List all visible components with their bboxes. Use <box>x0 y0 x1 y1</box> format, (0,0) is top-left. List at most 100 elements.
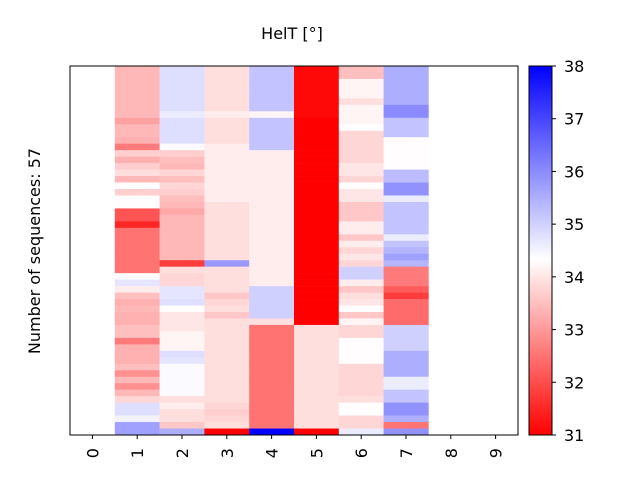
heatmap-cell <box>383 91 429 99</box>
heatmap-cell <box>383 240 429 248</box>
heatmap-cell <box>338 389 384 397</box>
heatmap-cell <box>204 150 250 157</box>
heatmap-cell <box>249 66 295 73</box>
heatmap-cell <box>159 208 205 216</box>
heatmap-cell <box>114 182 160 190</box>
heatmap-cell <box>383 150 429 157</box>
heatmap-cell <box>114 240 160 248</box>
heatmap-cell <box>294 376 340 384</box>
heatmap-cell <box>383 266 429 274</box>
heatmap-cells <box>114 66 429 436</box>
heatmap-cell <box>383 130 429 138</box>
heatmap-cell <box>114 137 160 144</box>
heatmap-cell <box>159 422 205 429</box>
heatmap-cell <box>338 273 384 280</box>
heatmap-cell <box>338 240 384 248</box>
heatmap-cell <box>294 195 340 203</box>
heatmap-cell <box>249 253 295 261</box>
heatmap-cell <box>114 247 160 255</box>
heatmap-cell <box>338 163 384 170</box>
colorbar-ticks: 31 32 33 34 35 36 37 38 <box>552 57 584 445</box>
heatmap-cell <box>159 169 205 177</box>
heatmap-cell <box>294 286 340 293</box>
heatmap-cell <box>249 91 295 99</box>
heatmap-cell <box>204 331 250 339</box>
heatmap-cell <box>294 85 340 93</box>
heatmap-cell <box>383 234 429 242</box>
heatmap-cell <box>249 273 295 280</box>
heatmap-cell <box>159 66 205 73</box>
heatmap-cell <box>204 117 250 125</box>
heatmap-cell <box>249 266 295 274</box>
heatmap-cell <box>249 286 295 293</box>
heatmap-cell <box>114 312 160 319</box>
heatmap-cell <box>338 176 384 183</box>
heatmap-cell <box>159 331 205 339</box>
heatmap-cell <box>338 85 384 93</box>
heatmap-cell <box>383 182 429 190</box>
heatmap-cell <box>159 415 205 423</box>
heatmap-cell <box>338 234 384 242</box>
heatmap-cell <box>294 344 340 352</box>
heatmap-cell <box>338 383 384 390</box>
colorbar-tick-label: 38 <box>564 57 584 76</box>
heatmap-cell <box>114 350 160 358</box>
heatmap-cell <box>249 85 295 93</box>
heatmap-cell <box>159 305 205 313</box>
heatmap-cell <box>249 234 295 242</box>
heatmap-cell <box>338 117 384 125</box>
heatmap-cell <box>114 91 160 99</box>
heatmap-cell <box>338 111 384 119</box>
heatmap-cell <box>249 422 295 429</box>
heatmap-cell <box>204 111 250 119</box>
heatmap-cell <box>249 150 295 157</box>
heatmap-cell <box>383 208 429 216</box>
heatmap-cell <box>294 253 340 261</box>
heatmap-cell <box>114 214 160 222</box>
heatmap-cell <box>338 66 384 73</box>
heatmap-cell <box>249 201 295 209</box>
heatmap-cell <box>294 98 340 106</box>
heatmap-cell <box>159 163 205 170</box>
heatmap-cell <box>204 422 250 429</box>
plot-frame <box>69 65 519 436</box>
heatmap-cell <box>383 383 429 390</box>
heatmap-cell <box>294 415 340 423</box>
heatmap-cell <box>338 363 384 371</box>
x-tick-label: 3 <box>218 448 237 458</box>
heatmap-cell <box>249 78 295 86</box>
heatmap-cell <box>159 78 205 86</box>
heatmap-cell <box>383 331 429 339</box>
heatmap-cell <box>249 370 295 378</box>
heatmap-cell <box>338 370 384 378</box>
heatmap-cell <box>159 402 205 410</box>
heatmap-cell <box>338 318 384 326</box>
heatmap-cell <box>383 279 429 287</box>
heatmap-cell <box>249 137 295 144</box>
heatmap-cell <box>159 253 205 261</box>
heatmap-cell <box>383 312 429 319</box>
heatmap-cell <box>159 234 205 242</box>
heatmap-cell <box>338 98 384 106</box>
heatmap-cell <box>159 266 205 274</box>
heatmap-cell <box>383 72 429 80</box>
heatmap-cell <box>204 137 250 144</box>
heatmap-cell <box>294 350 340 358</box>
heatmap-cell <box>159 176 205 183</box>
heatmap-cell <box>294 260 340 267</box>
heatmap-cell <box>114 66 160 73</box>
heatmap-cell <box>249 260 295 267</box>
heatmap-cell <box>294 163 340 170</box>
heatmap-cell <box>114 279 160 287</box>
heatmap-cell <box>114 150 160 157</box>
heatmap-cell <box>383 389 429 397</box>
heatmap-cell <box>383 117 429 125</box>
heatmap-cell <box>159 137 205 144</box>
heatmap-cell <box>159 350 205 358</box>
heatmap-cell <box>159 182 205 190</box>
heatmap-cell <box>204 201 250 209</box>
heatmap-cell <box>383 415 429 423</box>
heatmap-cell <box>338 143 384 151</box>
heatmap-cell <box>338 286 384 293</box>
heatmap-cell <box>383 363 429 371</box>
